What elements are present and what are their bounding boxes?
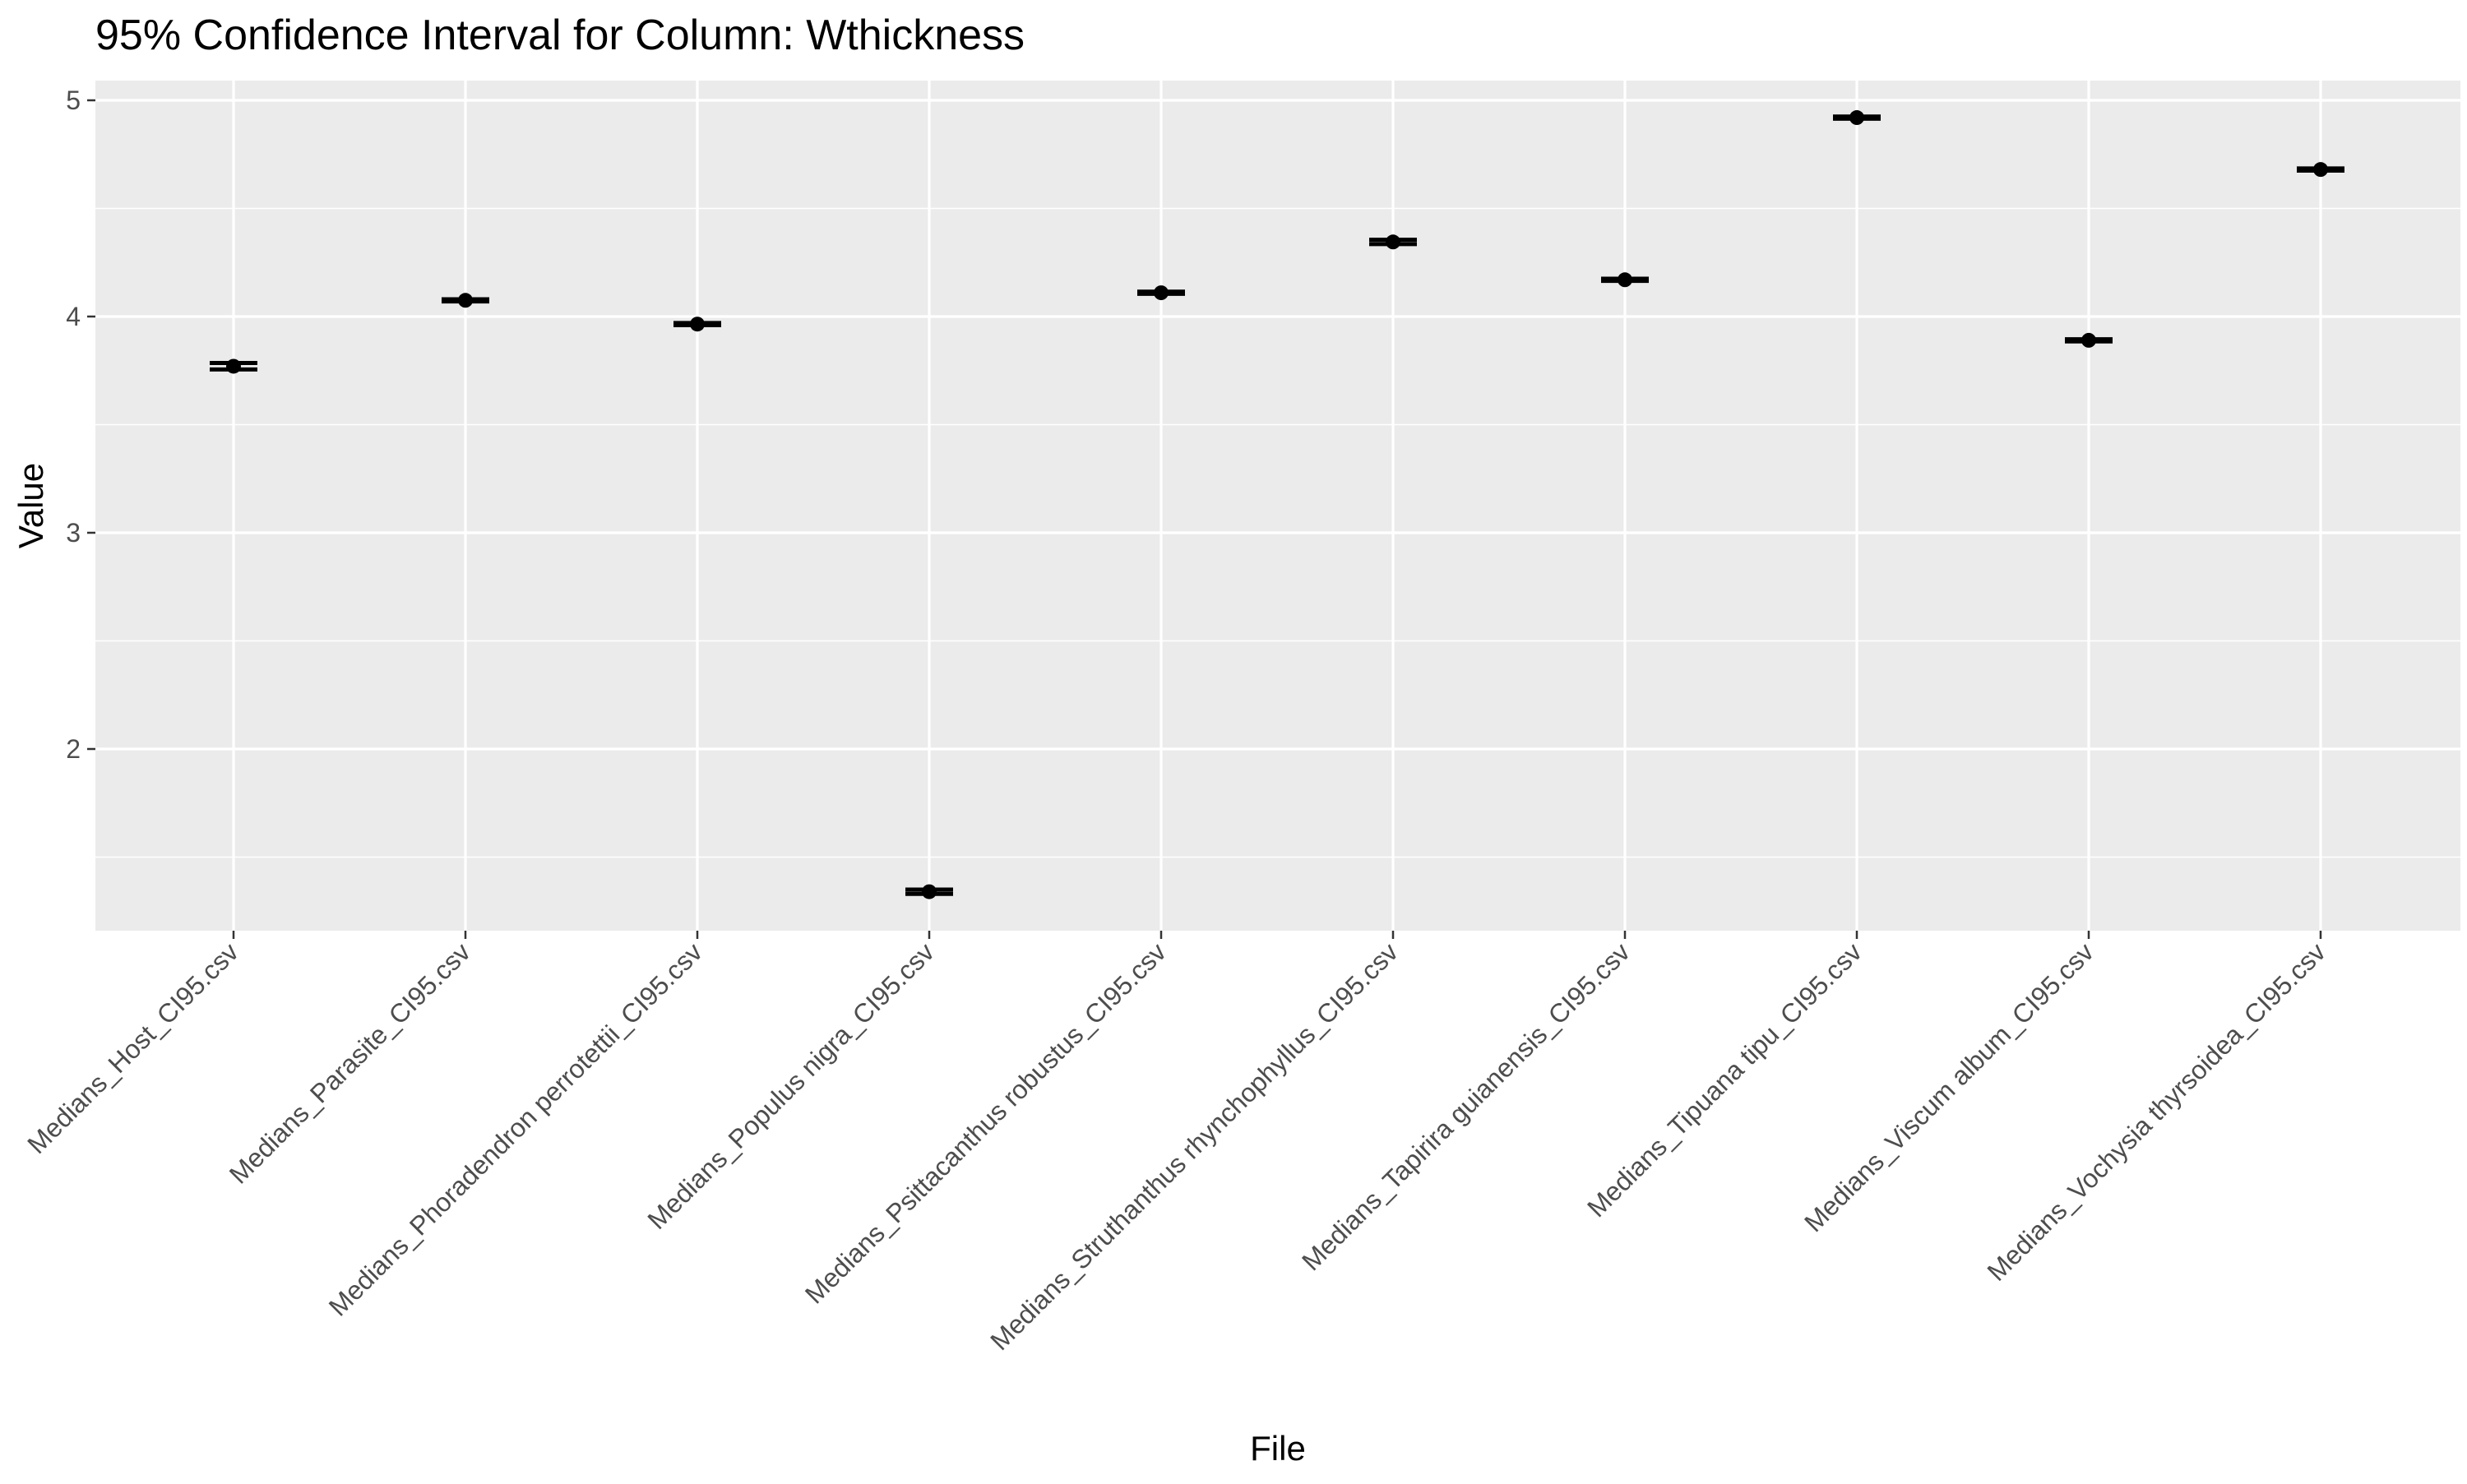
x-tick-label-1: Medians_Parasite_CI95.csv	[224, 936, 476, 1189]
x-tick-label-4: Medians_Psittacanthus robustus_CI95.csv	[799, 936, 1172, 1309]
chart-title: 95% Confidence Interval for Column: Wthi…	[95, 12, 1025, 59]
median-point-4	[1154, 285, 1169, 301]
grid-layer	[95, 81, 2460, 931]
x-tick-label-3: Medians_Populus nigra_CI95.csv	[641, 936, 940, 1235]
x-tick-label-2: Medians_Phoradendron perrotettii_CI95.cs…	[323, 936, 708, 1321]
plot-panel	[95, 81, 2460, 931]
y-axis-title: Value	[12, 463, 50, 548]
median-point-8	[2081, 332, 2096, 348]
x-tick-label-5: Medians_Struthanthus rhynchophyllus_CI95…	[984, 936, 1404, 1356]
y-tick-label-1: 3	[66, 518, 81, 548]
marks-layer	[210, 110, 2344, 899]
median-point-0	[226, 358, 241, 374]
x-axis-title: File	[1250, 1429, 1306, 1468]
median-point-9	[2313, 162, 2328, 178]
y-tick-label-3: 5	[66, 86, 81, 115]
x-tick-label-0: Medians_Host_CI95.csv	[21, 936, 244, 1159]
median-point-1	[458, 293, 473, 308]
y-tick-label-0: 2	[66, 734, 81, 764]
x-tick-label-7: Medians_Tipuana tipu_CI95.csv	[1581, 936, 1868, 1223]
median-point-3	[922, 884, 937, 899]
median-point-2	[690, 317, 705, 332]
median-point-6	[1618, 272, 1632, 288]
y-tick-label-2: 4	[66, 302, 81, 331]
median-point-5	[1386, 234, 1400, 250]
median-point-7	[1849, 110, 1864, 126]
